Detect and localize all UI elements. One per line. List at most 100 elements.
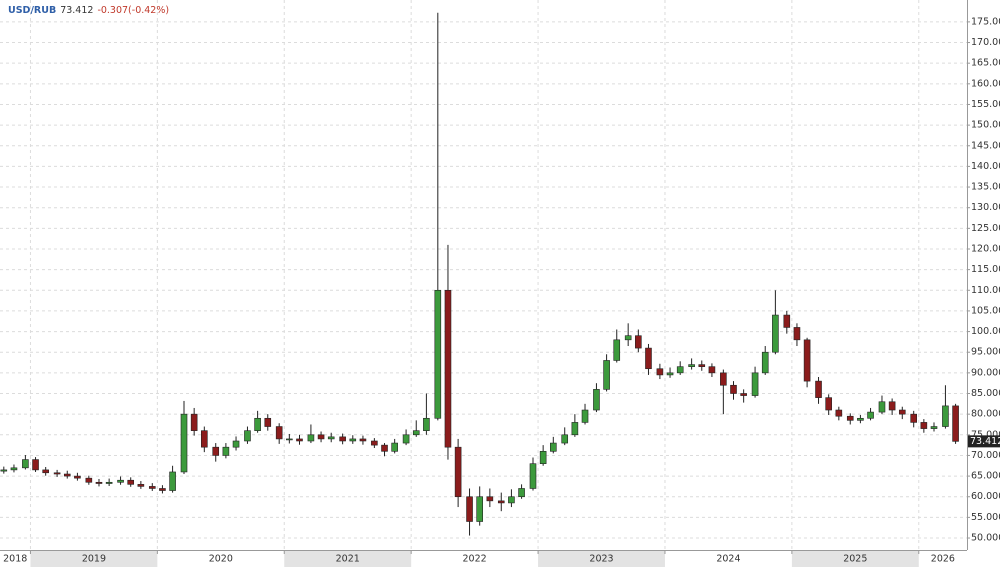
y-tick-label: 155.000 [971,99,1000,110]
candle-body [423,417,430,431]
candle-body [581,409,589,423]
candle-body [159,488,166,491]
y-tick-label: 115.000 [971,264,1000,275]
candle-body [593,389,600,411]
candle-body [339,436,346,442]
candle-body [317,434,325,440]
candle-body [688,364,695,367]
candle-body [698,364,706,367]
candle-body [137,484,145,487]
y-tick-label: 165.000 [971,58,1000,69]
candle-body [730,384,737,394]
candle-body [635,335,642,349]
y-tick-label: 60.000 [971,491,1000,502]
y-tick-label: 80.000 [971,409,1000,420]
x-tick-label: 2023 [589,554,613,565]
candle-body [518,488,525,498]
x-band [538,551,665,567]
y-tick-label: 125.000 [971,223,1000,234]
y-tick-label: 160.000 [971,78,1000,89]
candle-body [952,405,959,442]
candle-body [32,459,39,471]
candle-body [349,438,357,442]
candle-body [476,496,483,522]
candle-body [105,481,113,484]
candle-body [22,459,29,469]
last-price-tag [968,435,1000,448]
candle-body [751,372,759,396]
y-tick-label: 140.000 [971,161,1000,172]
x-band [284,551,412,567]
candle-body [222,446,230,456]
x-tick-label: 2019 [82,554,106,565]
candle-body [603,360,610,390]
y-tick-label: 170.000 [971,37,1000,48]
candle-body [803,339,811,382]
x-tick-label: 2022 [463,554,487,565]
candle-body [201,430,208,448]
x-tick-label: 2026 [931,554,955,565]
candle-body [85,477,93,483]
candle-body [391,442,398,452]
y-tick-label: 120.000 [971,243,1000,254]
last-price: 73.412 [60,5,93,16]
candle-body [180,413,188,473]
candle-body [169,471,176,491]
candle-body [10,467,18,471]
candle-body [793,327,801,341]
candle-body [117,479,124,483]
y-tick-label: 70.000 [971,450,1000,461]
y-tick-label: 175.000 [971,16,1000,27]
candle-body [645,347,652,370]
candle-body [898,409,906,415]
candle-body [454,446,462,498]
candle-body [920,422,928,429]
candle-body [910,413,918,423]
change: -0.307(-0.42%) [97,5,169,16]
y-tick-label: 135.000 [971,182,1000,193]
candle-body [232,440,240,448]
header: USD/RUB 73.412 -0.307(-0.42%) [8,5,169,16]
candle-body [846,415,854,421]
candle-body [412,430,420,436]
candle-body [53,472,61,475]
candle-body [666,372,674,376]
candle-body [307,434,315,442]
candle-body [835,409,843,417]
y-tick-label: 85.000 [971,388,1000,399]
y-tick-label: 50.000 [971,533,1000,544]
candle-body [539,451,547,465]
candle-body [254,417,261,431]
candle-body [508,496,515,504]
candle-body [783,314,791,328]
candle-body [497,500,505,504]
y-tick-label: 55.000 [971,512,1000,523]
x-tick-label: 2018 [3,554,27,565]
candle-body [815,380,822,398]
candle-body [613,339,621,361]
y-tick-label: 100.000 [971,326,1000,337]
candle-body [264,417,272,427]
y-tick-label: 145.000 [971,140,1000,151]
candle-body [327,436,335,440]
candle-body [761,351,769,374]
x-band [791,551,919,567]
candle-body [466,496,473,522]
candle-body [63,473,71,477]
y-tick-label: 65.000 [971,471,1000,482]
candle-body [656,368,664,376]
candle-body [0,469,8,472]
candle-body [708,366,716,374]
candle-body [244,430,251,442]
candle-body [740,393,747,396]
candle-body [486,496,494,502]
candle-body [212,446,220,456]
candle-body [381,444,388,452]
candle-body [286,438,293,441]
y-tick-label: 110.000 [971,285,1000,296]
candle-body [529,463,537,489]
candle-body [371,440,378,446]
candle-body [857,417,864,421]
candle-body [434,289,442,419]
